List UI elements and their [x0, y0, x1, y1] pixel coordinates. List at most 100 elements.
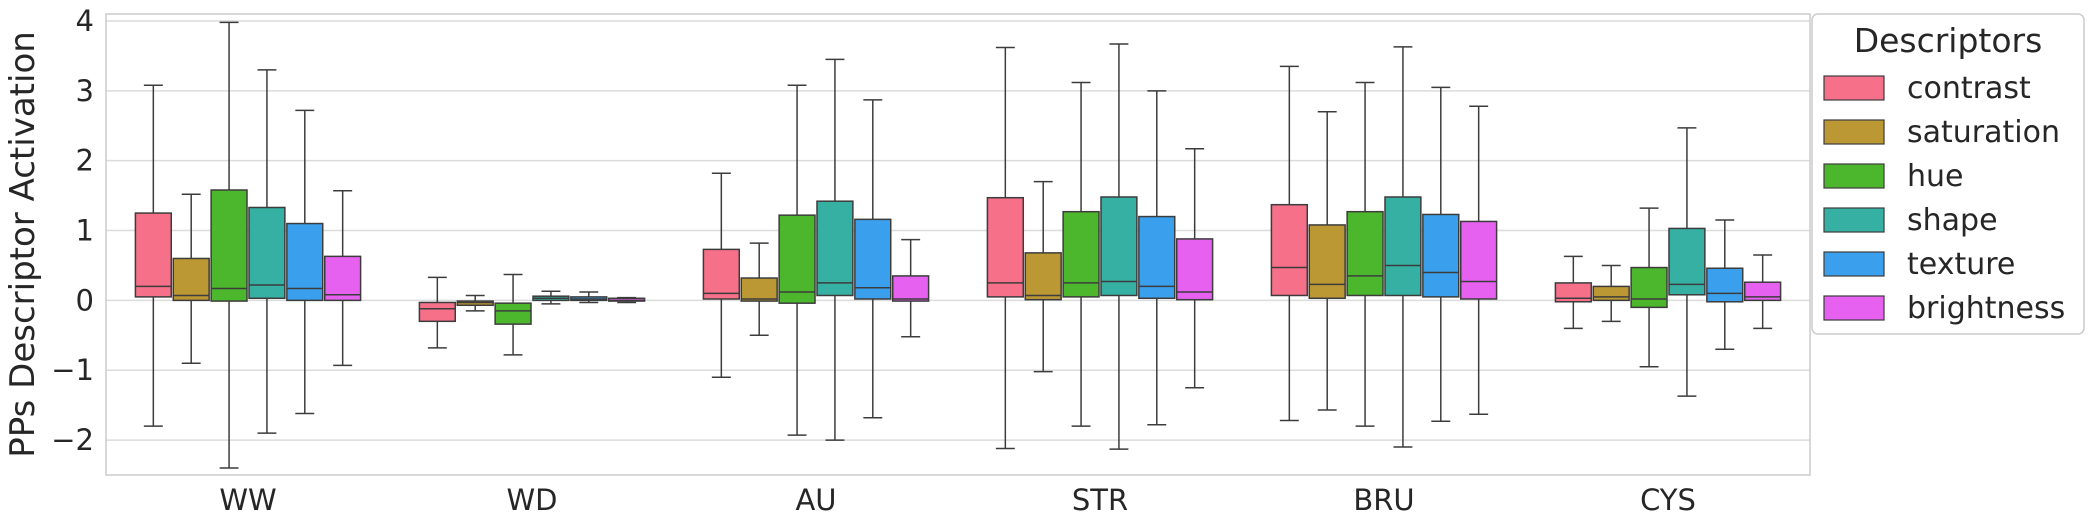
iqr-box [172, 257, 210, 302]
box-shape-wd [532, 290, 570, 305]
box-saturation-str [1024, 180, 1062, 373]
legend-label: brightness [1907, 291, 2065, 326]
iqr-box [1175, 238, 1214, 301]
box-contrast-au [702, 172, 741, 378]
legend-label: contrast [1907, 71, 2031, 106]
box-contrast-bru [1270, 65, 1309, 422]
y-tick-label: −1 [51, 353, 94, 387]
x-tick-label: CYS [1640, 483, 1696, 517]
iqr-box [1308, 224, 1346, 300]
legend-swatch [1823, 251, 1885, 277]
box-brightness-bru [1459, 105, 1498, 415]
legend-swatch [1823, 75, 1885, 101]
x-tick-label: WW [219, 483, 276, 517]
box-shape-au [816, 58, 854, 441]
legend: Descriptors contrast saturation hue shape te… [1811, 13, 2085, 335]
box-shape-ww [248, 69, 286, 434]
iqr-box [854, 218, 892, 300]
x-tick-label: WD [506, 483, 557, 517]
box-saturation-bru [1308, 111, 1346, 411]
iqr-box [1100, 196, 1138, 297]
legend-swatch [1823, 295, 1885, 321]
legend-item-hue: hue [1823, 159, 1963, 194]
y-axis-label: PPs Descriptor Activation [3, 31, 43, 458]
iqr-box [1630, 266, 1668, 309]
box-hue-au [778, 84, 816, 436]
iqr-box [1706, 267, 1744, 303]
iqr-box [210, 189, 248, 302]
iqr-box [1384, 196, 1422, 297]
iqr-box [248, 206, 286, 300]
box-hue-bru [1346, 81, 1384, 427]
y-tick-label: −2 [51, 423, 94, 457]
box-texture-str [1138, 90, 1176, 426]
legend-swatch [1823, 119, 1885, 145]
box-hue-str [1062, 81, 1100, 427]
box-texture-wd [570, 291, 608, 304]
y-tick-label: 4 [76, 4, 94, 38]
x-axis-ticks: WW WD AU STR BRU CYS [219, 483, 1696, 517]
iqr-box [1592, 285, 1630, 302]
box-shape-bru [1384, 46, 1422, 448]
iqr-box [778, 214, 816, 304]
x-tick-label: AU [795, 483, 836, 517]
iqr-box [1459, 220, 1498, 300]
box-saturation-au [740, 242, 778, 337]
box-brightness-wd [607, 296, 646, 304]
box-texture-au [854, 99, 892, 419]
iqr-box [1024, 252, 1062, 301]
boxes [134, 21, 1782, 469]
box-brightness-ww [323, 189, 362, 367]
box-texture-ww [286, 109, 324, 415]
legend-item-texture: texture [1823, 247, 2015, 282]
y-tick-label: 3 [76, 74, 94, 108]
box-brightness-cys [1743, 254, 1782, 330]
box-hue-ww [210, 21, 248, 469]
legend-label: saturation [1907, 115, 2060, 150]
y-tick-label: 1 [76, 214, 94, 248]
box-shape-str [1100, 43, 1138, 450]
box-hue-wd [494, 273, 532, 356]
legend-label: texture [1907, 247, 2015, 282]
iqr-box [134, 212, 173, 298]
legend-item-contrast: contrast [1823, 71, 2031, 106]
legend-label: hue [1907, 159, 1963, 194]
box-texture-bru [1422, 86, 1460, 422]
iqr-box [1743, 281, 1782, 302]
iqr-box [494, 302, 532, 325]
iqr-box [816, 200, 854, 297]
box-brightness-au [891, 238, 930, 338]
iqr-box [986, 196, 1025, 298]
legend-swatch [1823, 163, 1885, 189]
box-texture-cys [1706, 219, 1744, 351]
y-axis-ticks: −2 −1 0 1 2 3 4 [51, 4, 94, 457]
box-saturation-cys [1592, 264, 1630, 323]
legend-item-saturation: saturation [1823, 115, 2060, 150]
box-contrast-wd [418, 276, 457, 349]
box-brightness-str [1175, 148, 1214, 389]
iqr-box [891, 275, 930, 302]
iqr-box [1422, 213, 1460, 298]
gridlines [106, 20, 1810, 441]
box-contrast-cys [1554, 255, 1593, 330]
x-tick-label: STR [1072, 483, 1128, 517]
iqr-box [1138, 215, 1176, 300]
legend-label: shape [1907, 203, 1998, 238]
box-saturation-ww [172, 193, 210, 364]
legend-swatch [1823, 207, 1885, 233]
iqr-box [1554, 282, 1593, 303]
legend-title: Descriptors [1854, 21, 2043, 60]
iqr-box [1270, 203, 1309, 297]
iqr-box [323, 255, 362, 302]
y-tick-label: 2 [76, 144, 94, 178]
legend-item-shape: shape [1823, 203, 1998, 238]
box-shape-cys [1668, 127, 1706, 397]
box-contrast-ww [134, 84, 173, 427]
iqr-box [702, 248, 741, 300]
box-saturation-wd [456, 294, 494, 312]
x-tick-label: BRU [1353, 483, 1414, 517]
y-tick-label: 0 [76, 283, 94, 317]
legend-items: contrast saturation hue shape texture brightn… [1823, 71, 2065, 326]
iqr-box [1062, 210, 1100, 298]
legend-item-brightness: brightness [1823, 291, 2065, 326]
